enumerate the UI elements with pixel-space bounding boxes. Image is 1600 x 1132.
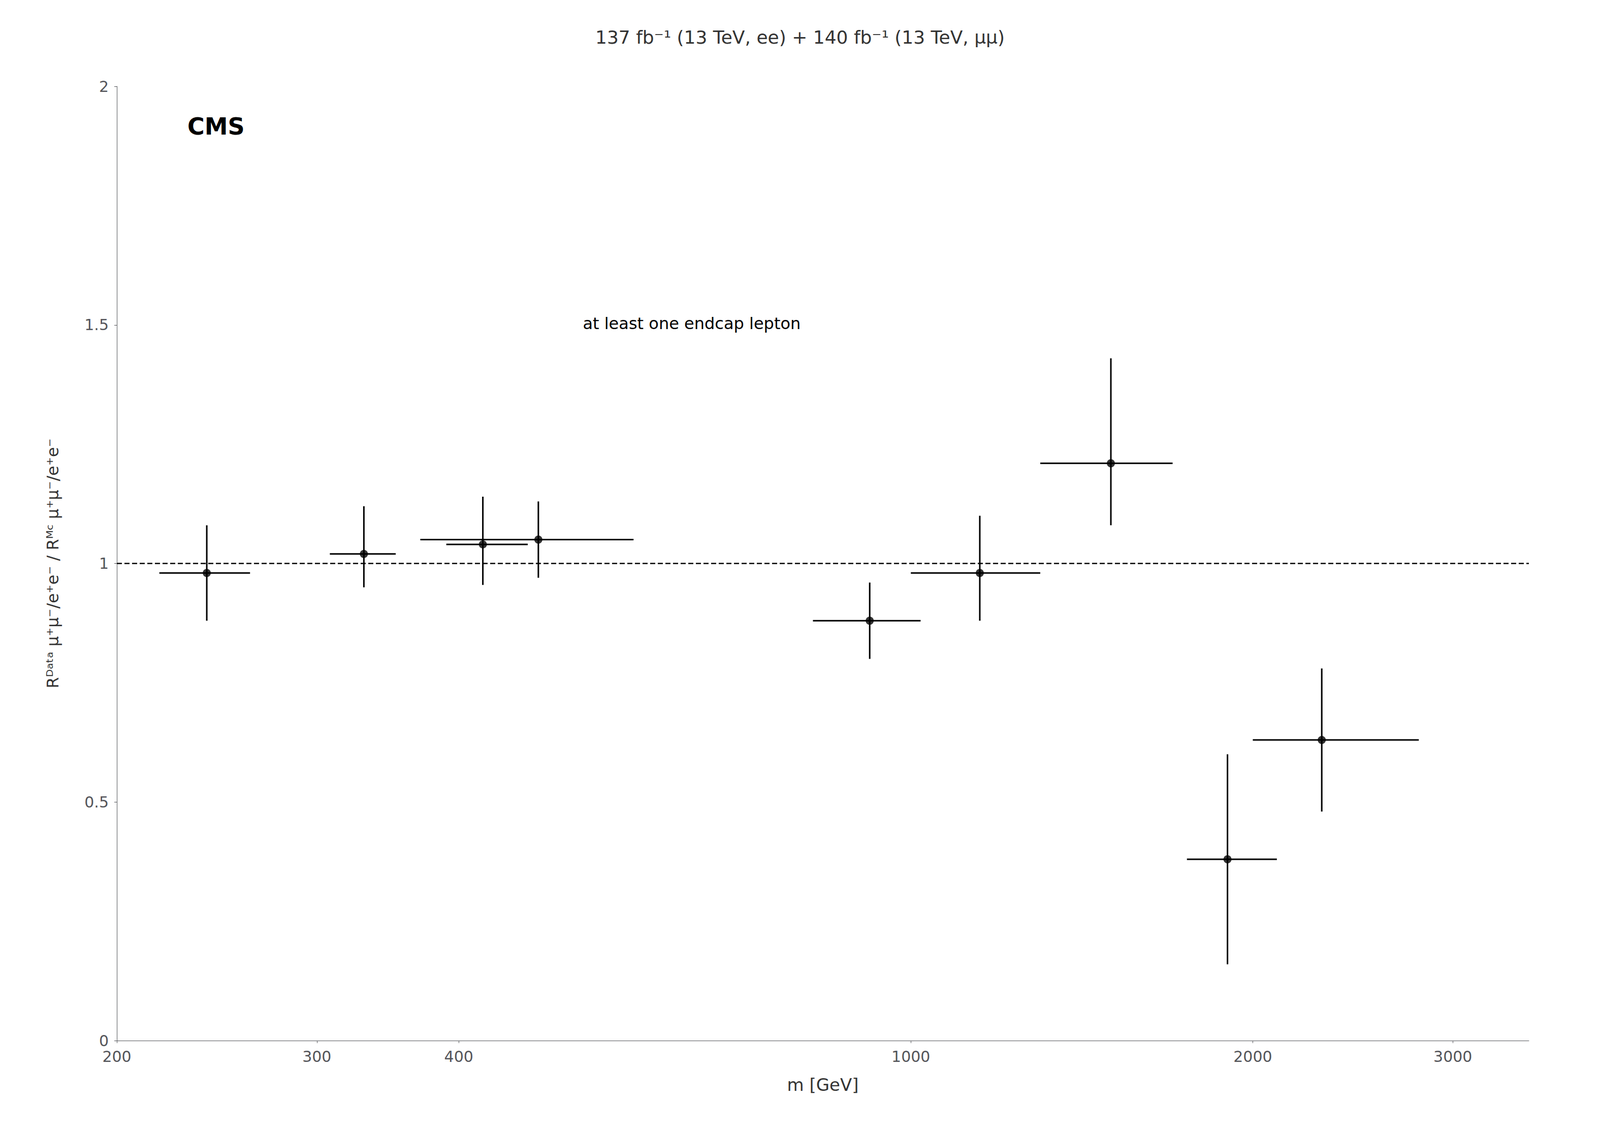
svg-text:2: 2 bbox=[99, 77, 109, 96]
svg-text:CMS: CMS bbox=[187, 112, 245, 141]
svg-text:137 fb⁻¹ (13 TeV, ee) + 140 fb: 137 fb⁻¹ (13 TeV, ee) + 140 fb⁻¹ (13 TeV… bbox=[595, 26, 1005, 48]
svg-text:200: 200 bbox=[102, 1047, 132, 1066]
svg-text:m [GeV]: m [GeV] bbox=[787, 1074, 859, 1096]
svg-text:at least one endcap lepton: at least one endcap lepton bbox=[582, 313, 801, 334]
svg-text:Rᴰᵃᵗᵃ μ⁺μ⁻/e⁺e⁻ / Rᴹᶜ μ⁺μ⁻/e⁺e: Rᴰᵃᵗᵃ μ⁺μ⁻/e⁺e⁻ / Rᴹᶜ μ⁺μ⁻/e⁺e⁻ bbox=[43, 438, 63, 689]
svg-text:0: 0 bbox=[99, 1032, 109, 1050]
svg-text:3000: 3000 bbox=[1433, 1047, 1472, 1066]
svg-text:2000: 2000 bbox=[1233, 1047, 1272, 1066]
svg-text:300: 300 bbox=[302, 1047, 332, 1066]
svg-text:0.5: 0.5 bbox=[84, 793, 109, 812]
svg-text:1: 1 bbox=[99, 554, 109, 573]
svg-text:1000: 1000 bbox=[891, 1047, 931, 1066]
svg-text:400: 400 bbox=[444, 1047, 474, 1066]
svg-text:1.5: 1.5 bbox=[84, 315, 109, 334]
